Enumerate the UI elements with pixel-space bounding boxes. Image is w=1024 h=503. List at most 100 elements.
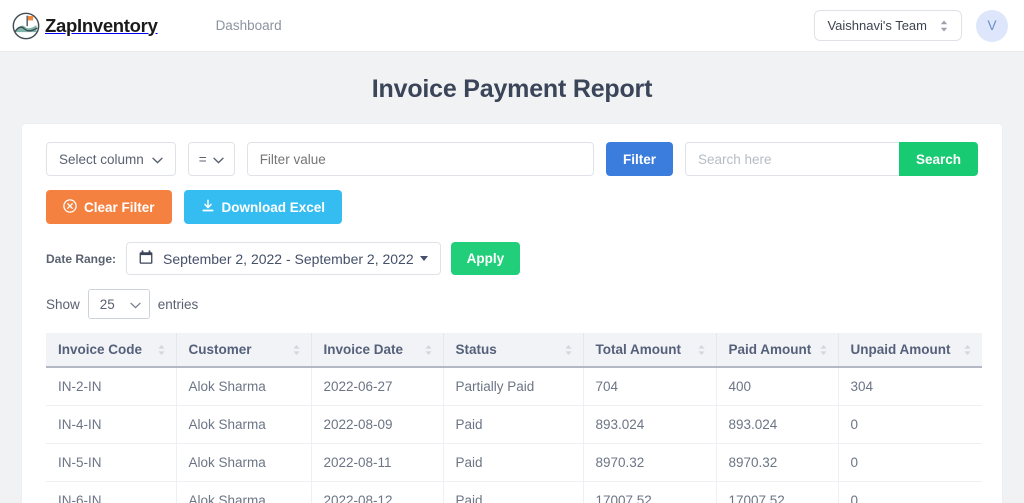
- cell-unpaid_amount: 0: [838, 405, 982, 444]
- table-header-label: Customer: [188, 342, 252, 357]
- chevron-up-down-icon: [939, 19, 949, 33]
- clear-filter-button[interactable]: Clear Filter: [46, 190, 172, 224]
- cell-paid_amount: 8970.32: [716, 443, 839, 482]
- search-button[interactable]: Search: [898, 142, 978, 176]
- cell-total_amount: 704: [583, 367, 717, 406]
- top-navbar: ZapInventory Dashboard Vaishnavi's Team …: [0, 0, 1024, 52]
- brand-logo-link[interactable]: ZapInventory: [12, 12, 158, 40]
- table-header-invoice_code[interactable]: Invoice Code: [46, 333, 177, 368]
- chevron-down-icon: [212, 152, 224, 167]
- filter-button[interactable]: Filter: [605, 142, 673, 176]
- cell-total_amount: 893.024: [583, 405, 717, 444]
- sort-updown-icon[interactable]: [424, 344, 433, 356]
- entries-per-page-select[interactable]: 25: [87, 289, 150, 319]
- filter-toolbar: Select column = Filter Search: [46, 138, 978, 176]
- cell-unpaid_amount: 0: [838, 443, 982, 482]
- cell-status: Partially Paid: [443, 367, 584, 406]
- nav-link-dashboard[interactable]: Dashboard: [215, 18, 282, 33]
- page-body: Invoice Payment Report Select column = F…: [0, 75, 1024, 503]
- caret-down-icon: [419, 256, 428, 261]
- table-header-label: Total Amount: [595, 342, 681, 357]
- cell-paid_amount: 400: [716, 367, 839, 406]
- cell-invoice_code: IN-4-IN: [46, 405, 177, 444]
- table-header-paid_amount[interactable]: Paid Amount: [716, 333, 839, 368]
- cell-paid_amount: 893.024: [716, 405, 839, 444]
- team-selector[interactable]: Vaishnavi's Team: [814, 10, 962, 41]
- download-excel-label: Download Excel: [221, 199, 326, 215]
- sort-updown-icon[interactable]: [697, 344, 706, 356]
- table-body: IN-2-IN Alok Sharma 2022-06-27 Partially Pa…: [46, 367, 982, 503]
- date-range-row: Date Range: September 2, 2022 - Septembe…: [46, 242, 978, 275]
- table-row[interactable]: IN-4-IN Alok Sharma 2022-08-09 Paid 893.024 8…: [46, 405, 982, 444]
- cell-status: Paid: [443, 481, 584, 503]
- cell-paid_amount: 17007.52: [716, 481, 839, 503]
- sort-updown-icon[interactable]: [157, 344, 166, 356]
- date-range-picker[interactable]: September 2, 2022 - September 2, 2022: [126, 242, 441, 275]
- entries-value: 25: [99, 296, 115, 312]
- table-header-label: Invoice Date: [323, 342, 404, 357]
- select-column-dropdown[interactable]: Select column: [46, 142, 176, 176]
- search-input[interactable]: [684, 142, 899, 176]
- cell-status: Paid: [443, 405, 584, 444]
- select-column-label: Select column: [59, 151, 144, 167]
- cell-invoice_date: 2022-08-09: [311, 405, 444, 444]
- download-excel-button[interactable]: Download Excel: [183, 190, 343, 224]
- invoice-payment-table: Invoice Code Customer Invoice Date Status To…: [46, 333, 982, 503]
- sort-updown-icon[interactable]: [963, 344, 972, 356]
- filter-value-input[interactable]: [246, 142, 594, 176]
- avatar-initial: V: [987, 18, 997, 33]
- chevron-down-icon: [130, 297, 141, 312]
- table-header-invoice_date[interactable]: Invoice Date: [311, 333, 444, 368]
- user-avatar[interactable]: V: [976, 9, 1008, 42]
- calendar-icon: [139, 249, 153, 268]
- table-header-label: Paid Amount: [728, 342, 812, 357]
- cell-unpaid_amount: 0: [838, 481, 982, 503]
- table-header-status[interactable]: Status: [443, 333, 584, 368]
- cell-customer: Alok Sharma: [176, 367, 312, 406]
- show-label: Show: [46, 296, 80, 312]
- navbar-right: Vaishnavi's Team V: [814, 9, 1008, 42]
- sort-updown-icon[interactable]: [819, 344, 828, 356]
- clear-filter-label: Clear Filter: [84, 199, 155, 215]
- table-header-label: Unpaid Amount: [850, 342, 951, 357]
- operator-dropdown[interactable]: =: [187, 142, 235, 176]
- cell-invoice_code: IN-2-IN: [46, 367, 177, 406]
- table-header-unpaid_amount[interactable]: Unpaid Amount: [838, 333, 982, 368]
- show-entries-row: Show 25 entries: [46, 289, 978, 319]
- search-group: Search: [684, 142, 978, 176]
- table-row[interactable]: IN-2-IN Alok Sharma 2022-06-27 Partially Pa…: [46, 367, 982, 406]
- team-selector-label: Vaishnavi's Team: [827, 18, 927, 33]
- date-range-label: Date Range:: [46, 251, 117, 266]
- table-header-label: Invoice Code: [58, 342, 143, 357]
- sort-updown-icon[interactable]: [564, 344, 573, 356]
- page-title: Invoice Payment Report: [371, 75, 653, 103]
- brand-name: ZapInventory: [45, 14, 158, 36]
- cell-customer: Alok Sharma: [176, 443, 312, 482]
- cell-total_amount: 8970.32: [583, 443, 717, 482]
- cell-invoice_date: 2022-06-27: [311, 367, 444, 406]
- cell-customer: Alok Sharma: [176, 481, 312, 503]
- action-buttons: Clear Filter Download Excel: [46, 190, 978, 224]
- cell-invoice_date: 2022-08-12: [311, 481, 444, 503]
- cell-invoice_code: IN-6-IN: [46, 481, 177, 503]
- report-card: Select column = Filter Search: [22, 124, 1002, 503]
- date-range-value: September 2, 2022 - September 2, 2022: [163, 250, 414, 267]
- table-header-customer[interactable]: Customer: [176, 333, 312, 368]
- main-nav: Dashboard: [212, 12, 286, 39]
- cell-unpaid_amount: 304: [838, 367, 982, 406]
- circle-x-icon: [63, 198, 77, 216]
- apply-button[interactable]: Apply: [450, 242, 521, 275]
- cell-status: Paid: [443, 443, 584, 482]
- table-head: Invoice Code Customer Invoice Date Status To…: [46, 333, 982, 368]
- sort-updown-icon[interactable]: [292, 344, 301, 356]
- table-row[interactable]: IN-6-IN Alok Sharma 2022-08-12 Paid 17007.52…: [46, 481, 982, 503]
- download-icon: [201, 198, 215, 216]
- cell-invoice_code: IN-5-IN: [46, 443, 177, 482]
- operator-label: =: [198, 151, 207, 167]
- table-row[interactable]: IN-5-IN Alok Sharma 2022-08-11 Paid 8970.32 8…: [46, 443, 982, 482]
- zap-inventory-logo-icon: [12, 12, 40, 40]
- invoice-table-wrapper: Invoice Code Customer Invoice Date Status To…: [46, 333, 982, 503]
- cell-customer: Alok Sharma: [176, 405, 312, 444]
- table-header-total_amount[interactable]: Total Amount: [583, 333, 717, 368]
- entries-label: entries: [157, 296, 199, 312]
